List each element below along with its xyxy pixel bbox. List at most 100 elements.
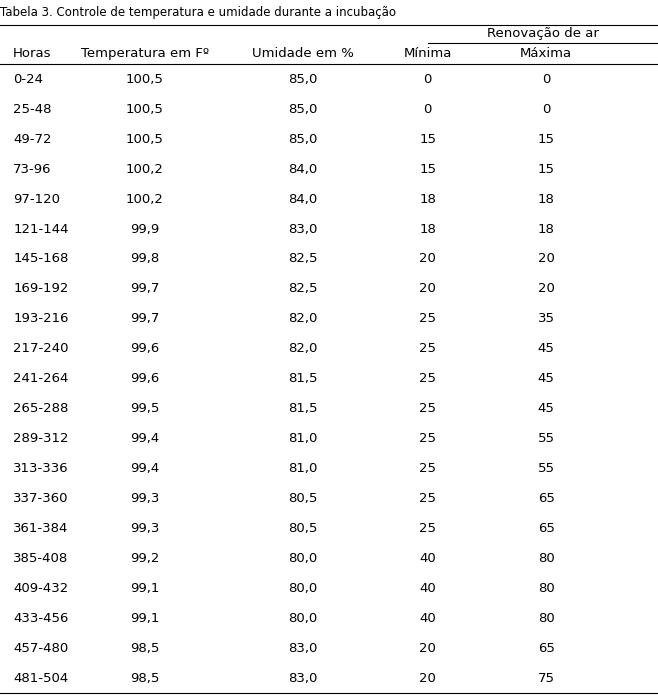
Text: 25: 25 <box>419 492 436 505</box>
Text: 0: 0 <box>424 103 432 116</box>
Text: 313-336: 313-336 <box>13 462 69 475</box>
Text: 99,9: 99,9 <box>130 223 159 235</box>
Text: 18: 18 <box>538 223 555 235</box>
Text: 83,0: 83,0 <box>288 223 317 235</box>
Text: 20: 20 <box>538 253 555 265</box>
Text: 99,3: 99,3 <box>130 492 159 505</box>
Text: 49-72: 49-72 <box>13 133 52 146</box>
Text: 121-144: 121-144 <box>13 223 68 235</box>
Text: 82,5: 82,5 <box>288 282 317 295</box>
Text: 82,0: 82,0 <box>288 342 317 356</box>
Text: 25: 25 <box>419 372 436 385</box>
Text: 433-456: 433-456 <box>13 612 68 624</box>
Text: 20: 20 <box>419 282 436 295</box>
Text: Máxima: Máxima <box>520 47 572 60</box>
Text: 265-288: 265-288 <box>13 402 68 415</box>
Text: 99,4: 99,4 <box>130 462 159 475</box>
Text: 80,0: 80,0 <box>288 582 317 595</box>
Text: 40: 40 <box>419 582 436 595</box>
Text: 20: 20 <box>419 642 436 654</box>
Text: Tabela 3. Controle de temperatura e umidade durante a incubação: Tabela 3. Controle de temperatura e umid… <box>0 6 396 19</box>
Text: 99,7: 99,7 <box>130 282 159 295</box>
Text: 18: 18 <box>538 193 555 206</box>
Text: 85,0: 85,0 <box>288 73 317 86</box>
Text: 65: 65 <box>538 522 555 535</box>
Text: 99,5: 99,5 <box>130 402 159 415</box>
Text: 65: 65 <box>538 642 555 654</box>
Text: 45: 45 <box>538 402 555 415</box>
Text: 15: 15 <box>538 133 555 146</box>
Text: 20: 20 <box>419 671 436 685</box>
Text: 99,4: 99,4 <box>130 432 159 445</box>
Text: 81,5: 81,5 <box>288 372 317 385</box>
Text: 20: 20 <box>538 282 555 295</box>
Text: 15: 15 <box>538 162 555 176</box>
Text: 0: 0 <box>424 73 432 86</box>
Text: 35: 35 <box>538 312 555 326</box>
Text: 80,5: 80,5 <box>288 492 317 505</box>
Text: 145-168: 145-168 <box>13 253 68 265</box>
Text: 83,0: 83,0 <box>288 642 317 654</box>
Text: 100,2: 100,2 <box>126 162 164 176</box>
Text: 73-96: 73-96 <box>13 162 52 176</box>
Text: 84,0: 84,0 <box>288 162 317 176</box>
Text: 81,5: 81,5 <box>288 402 317 415</box>
Text: 25: 25 <box>419 522 436 535</box>
Text: 25-48: 25-48 <box>13 103 52 116</box>
Text: 99,8: 99,8 <box>130 253 159 265</box>
Text: 45: 45 <box>538 372 555 385</box>
Text: 80: 80 <box>538 612 555 624</box>
Text: 18: 18 <box>419 193 436 206</box>
Text: Temperatura em Fº: Temperatura em Fº <box>81 47 209 60</box>
Text: 80: 80 <box>538 552 555 565</box>
Text: 193-216: 193-216 <box>13 312 68 326</box>
Text: 40: 40 <box>419 552 436 565</box>
Text: 75: 75 <box>538 671 555 685</box>
Text: 0: 0 <box>542 103 550 116</box>
Text: 0: 0 <box>542 73 550 86</box>
Text: 99,1: 99,1 <box>130 612 159 624</box>
Text: 169-192: 169-192 <box>13 282 68 295</box>
Text: 25: 25 <box>419 402 436 415</box>
Text: 25: 25 <box>419 462 436 475</box>
Text: 99,2: 99,2 <box>130 552 159 565</box>
Text: Horas: Horas <box>13 47 52 60</box>
Text: 98,5: 98,5 <box>130 642 159 654</box>
Text: 55: 55 <box>538 432 555 445</box>
Text: 98,5: 98,5 <box>130 671 159 685</box>
Text: 100,2: 100,2 <box>126 193 164 206</box>
Text: Mínima: Mínima <box>403 47 452 60</box>
Text: 241-264: 241-264 <box>13 372 68 385</box>
Text: 18: 18 <box>419 223 436 235</box>
Text: 457-480: 457-480 <box>13 642 68 654</box>
Text: 0-24: 0-24 <box>13 73 43 86</box>
Text: 80,5: 80,5 <box>288 522 317 535</box>
Text: 85,0: 85,0 <box>288 133 317 146</box>
Text: 45: 45 <box>538 342 555 356</box>
Text: 385-408: 385-408 <box>13 552 68 565</box>
Text: 65: 65 <box>538 492 555 505</box>
Text: 81,0: 81,0 <box>288 432 317 445</box>
Text: 82,0: 82,0 <box>288 312 317 326</box>
Text: 99,6: 99,6 <box>130 372 159 385</box>
Text: 80,0: 80,0 <box>288 552 317 565</box>
Text: 80: 80 <box>538 582 555 595</box>
Text: 99,1: 99,1 <box>130 582 159 595</box>
Text: 337-360: 337-360 <box>13 492 68 505</box>
Text: 15: 15 <box>419 133 436 146</box>
Text: 82,5: 82,5 <box>288 253 317 265</box>
Text: 361-384: 361-384 <box>13 522 68 535</box>
Text: 85,0: 85,0 <box>288 103 317 116</box>
Text: 409-432: 409-432 <box>13 582 68 595</box>
Text: 481-504: 481-504 <box>13 671 68 685</box>
Text: 289-312: 289-312 <box>13 432 68 445</box>
Text: Umidade em %: Umidade em % <box>252 47 353 60</box>
Text: 217-240: 217-240 <box>13 342 68 356</box>
Text: 99,7: 99,7 <box>130 312 159 326</box>
Text: 55: 55 <box>538 462 555 475</box>
Text: 25: 25 <box>419 342 436 356</box>
Text: 15: 15 <box>419 162 436 176</box>
Text: Renovação de ar: Renovação de ar <box>487 27 599 40</box>
Text: 81,0: 81,0 <box>288 462 317 475</box>
Text: 80,0: 80,0 <box>288 612 317 624</box>
